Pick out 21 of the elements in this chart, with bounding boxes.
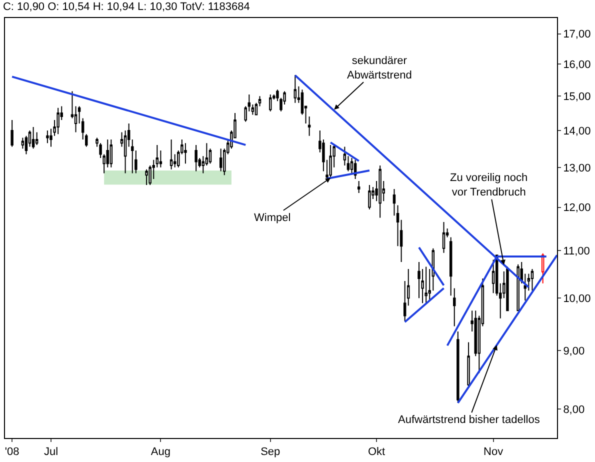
y-tick-label: 13,00 <box>563 162 591 174</box>
y-tick-label: 10,00 <box>563 292 591 305</box>
y-tick-label: 16,00 <box>563 58 591 71</box>
y-tick-label: 15,00 <box>563 91 591 104</box>
y-tick-label: 14,00 <box>563 125 591 138</box>
annotation: Zu voreilig noch vor Trendbruch <box>450 172 528 198</box>
y-tick-label: 17,00 <box>563 28 591 41</box>
x-tick-label: Jul <box>44 446 58 458</box>
x-tick-label: Sep <box>260 446 280 458</box>
chart-title: C: 10,90 O: 10,54 H: 10,94 L: 10,30 TotV: 1183684 <box>2 1 250 14</box>
y-tick-label: 12,00 <box>563 202 591 214</box>
annotation: Aufwärtstrend bisher tadellos <box>398 414 540 426</box>
annotation: Wimpel <box>254 212 291 224</box>
x-tick-label: '08 <box>4 446 20 458</box>
x-tick-label: Nov <box>484 446 504 458</box>
x-tick-label: Okt <box>368 446 386 458</box>
y-tick-label: 8,00 <box>563 404 585 416</box>
y-tick-label: 11,00 <box>563 245 590 258</box>
x-tick-label: Aug <box>150 446 170 458</box>
annotation: sekundärer Abwärtstrend <box>347 55 412 82</box>
y-tick-label: 9,00 <box>563 345 585 358</box>
